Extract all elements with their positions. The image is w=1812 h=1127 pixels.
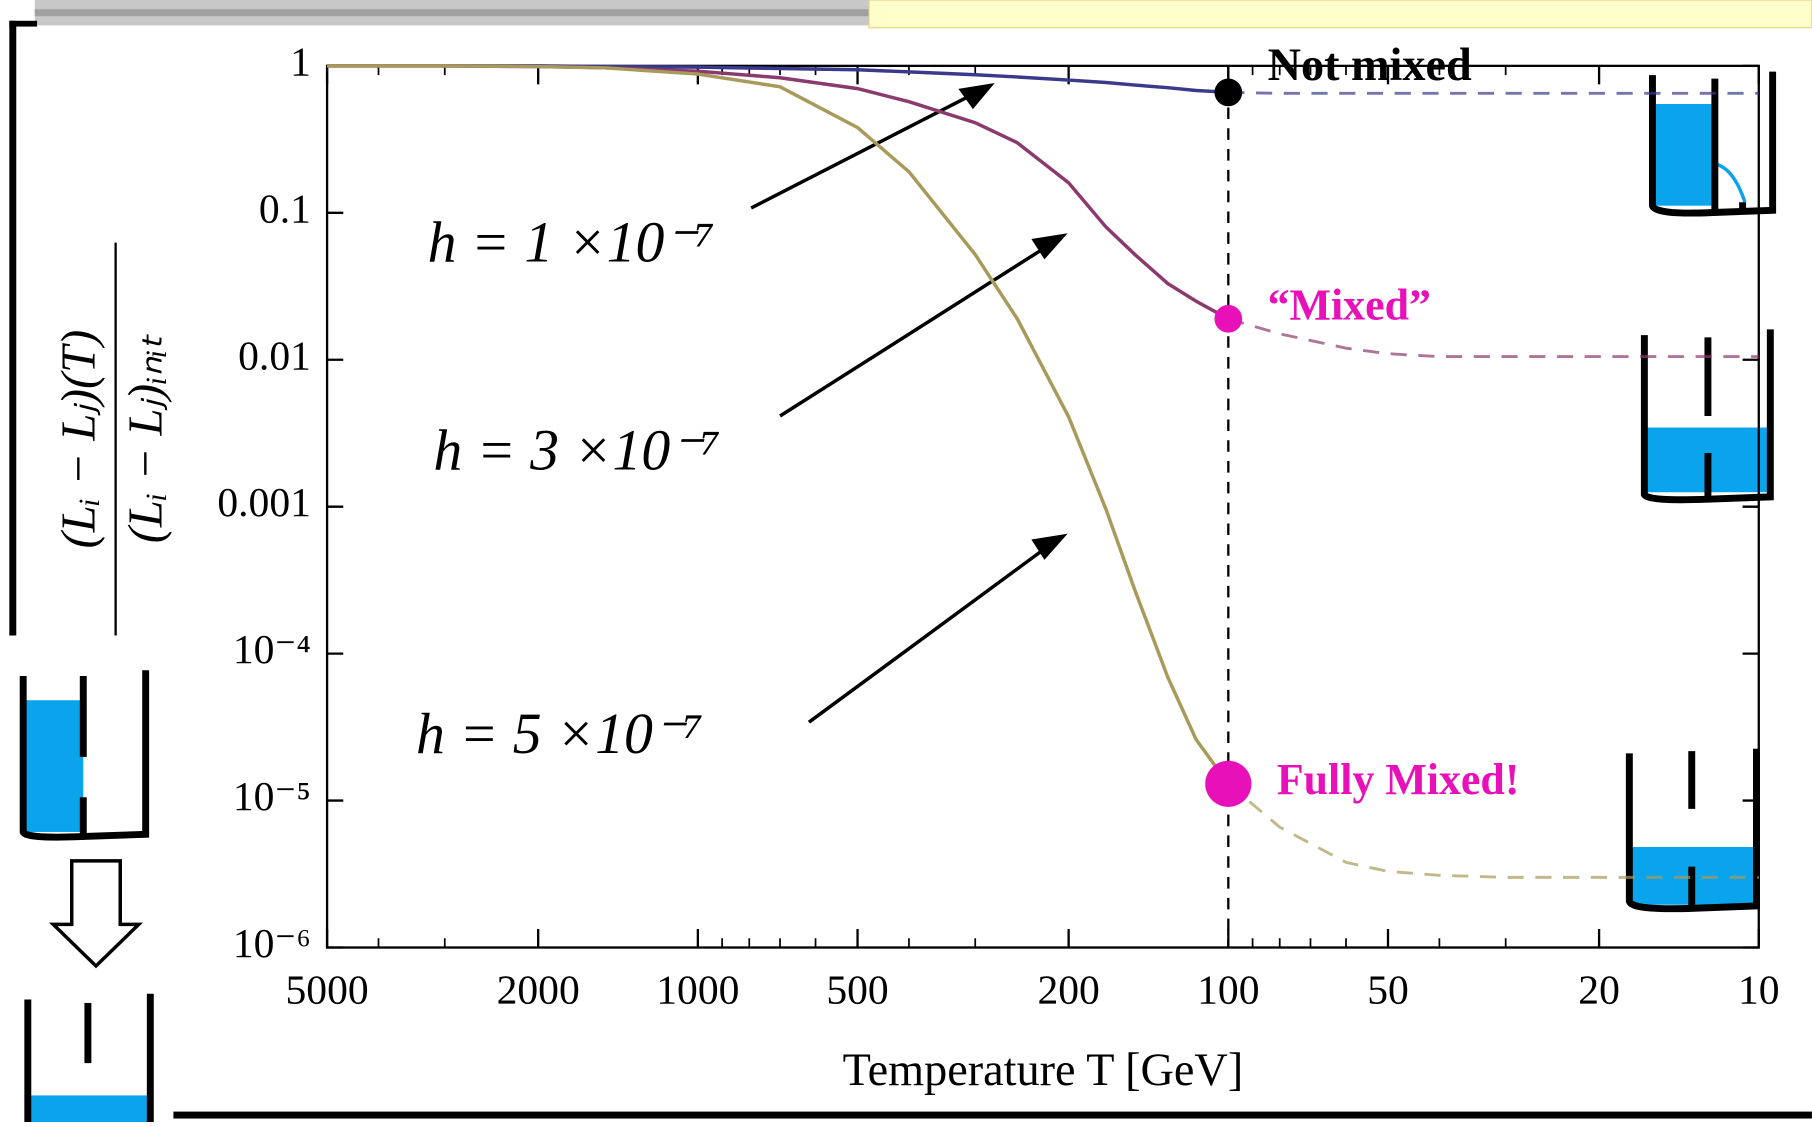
highlight-point bbox=[1214, 78, 1243, 107]
series-annotation: h = 3 ×10⁻⁷ bbox=[433, 420, 720, 483]
down-arrow bbox=[48, 859, 144, 969]
point-label: “Mixed” bbox=[1268, 282, 1431, 330]
x-axis-label: Temperature T [GeV] bbox=[843, 1044, 1244, 1095]
y-tick-label: 1 bbox=[290, 38, 311, 84]
point-label: Not mixed bbox=[1268, 39, 1472, 90]
beaker-right-2 bbox=[1640, 329, 1774, 504]
bottom-bar bbox=[173, 1111, 1812, 1119]
beaker-left-top bbox=[19, 670, 150, 841]
y-tick-label: 10⁻⁶ bbox=[233, 920, 311, 966]
highlight-point bbox=[1214, 304, 1243, 333]
side-bar bbox=[9, 20, 17, 636]
side-bar-top bbox=[9, 20, 38, 27]
x-tick-label: 20 bbox=[1578, 966, 1620, 1012]
x-tick-label: 10 bbox=[1738, 966, 1780, 1012]
x-tick-label: 1000 bbox=[656, 966, 739, 1012]
beaker-left-bottom bbox=[24, 993, 154, 1122]
y-axis-label: (Lᵢ − Lⱼ)(T) (Lᵢ − Lⱼ)ᵢₙᵢₜ bbox=[52, 242, 172, 636]
beaker-right-3 bbox=[1625, 748, 1760, 913]
y-label-denominator: (Lᵢ − Lⱼ)ᵢₙᵢₜ bbox=[119, 334, 172, 543]
annotation-arrows bbox=[750, 83, 1068, 724]
series-line bbox=[327, 64, 1230, 785]
y-label-numerator: (Lᵢ − Lⱼ)(T) bbox=[52, 330, 105, 549]
beaker-right-1 bbox=[1648, 71, 1777, 217]
formula-box bbox=[868, 0, 1812, 29]
y-tick-label: 10⁻⁴ bbox=[233, 626, 311, 672]
series-line-dashed bbox=[1227, 317, 1759, 359]
series-annotation: h = 5 ×10⁻⁷ bbox=[416, 703, 703, 766]
series-annotation: h = 1 ×10⁻⁷ bbox=[428, 212, 715, 275]
x-tick-label: 2000 bbox=[497, 966, 580, 1012]
header-stripe bbox=[34, 9, 870, 17]
x-tick-label: 500 bbox=[826, 966, 888, 1012]
y-tick-label: 0.01 bbox=[238, 332, 311, 378]
point-label: Fully Mixed! bbox=[1277, 756, 1520, 804]
series-line-dashed bbox=[1227, 782, 1759, 879]
x-tick-label: 100 bbox=[1197, 966, 1259, 1012]
x-tick-label: 200 bbox=[1037, 966, 1099, 1012]
y-tick-label: 0.001 bbox=[217, 479, 311, 525]
y-tick-label: 10⁻⁵ bbox=[233, 773, 311, 819]
x-tick-label: 5000 bbox=[286, 966, 369, 1012]
highlight-point bbox=[1205, 760, 1252, 807]
x-tick-label: 50 bbox=[1367, 966, 1409, 1012]
y-tick-label: 0.1 bbox=[259, 185, 311, 231]
